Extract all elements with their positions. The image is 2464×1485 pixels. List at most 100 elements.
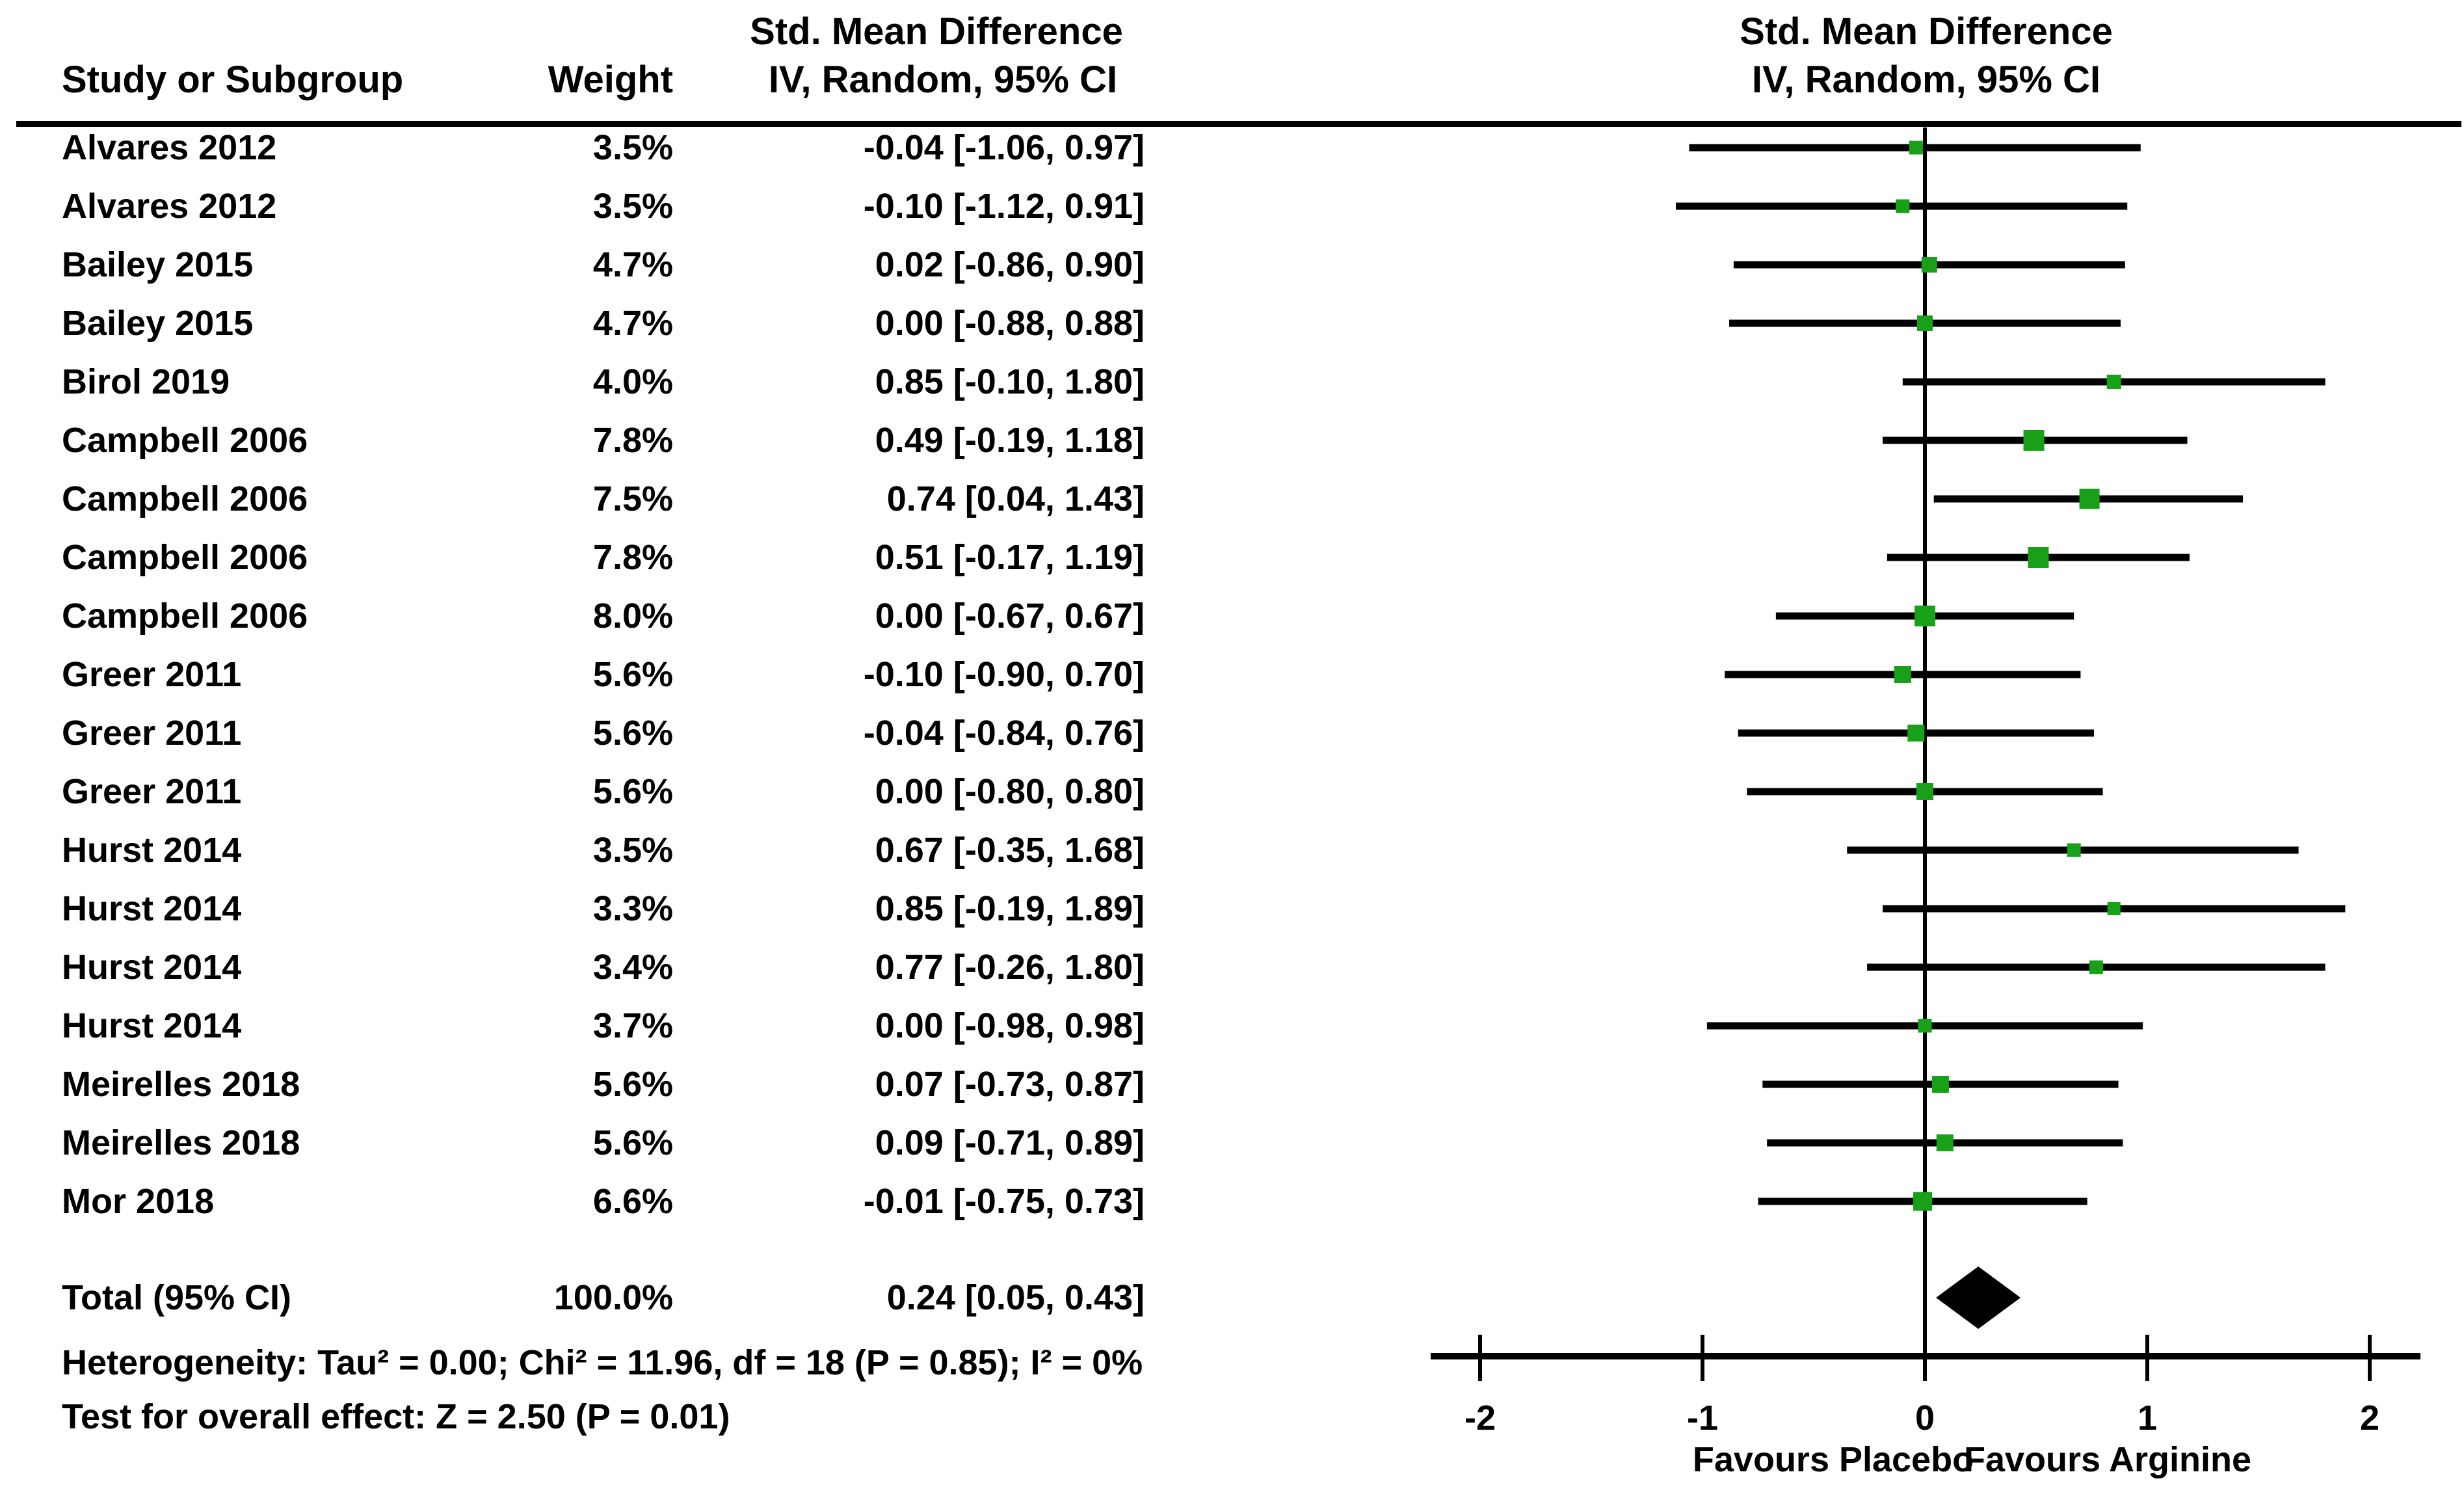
study-weight: 3.7% xyxy=(592,1006,673,1045)
study-row: Alvares 2012 3.5% -0.04 [-1.06, 0.97] xyxy=(0,118,1171,177)
axis-left-label: Favours Placebo xyxy=(1693,1440,1974,1479)
header-divider xyxy=(16,121,2461,127)
effect-column-header-line2: IV, Random, 95% CI xyxy=(768,59,1118,101)
study-weight: 3.4% xyxy=(592,948,673,987)
study-row: Mor 2018 6.6% -0.01 [-0.75, 0.73] xyxy=(0,1172,1171,1231)
study-name: Greer 2011 xyxy=(62,655,242,694)
study-ci: -0.01 [-0.75, 0.73] xyxy=(863,1182,1145,1221)
study-row: Meirelles 2018 5.6% 0.09 [-0.71, 0.89] xyxy=(0,1114,1171,1172)
effect-marker xyxy=(2089,960,2103,974)
study-ci: 0.49 [-0.19, 1.18] xyxy=(875,421,1145,460)
effect-marker xyxy=(1914,606,1935,626)
study-name: Campbell 2006 xyxy=(62,596,308,635)
study-weight: 5.6% xyxy=(592,1123,673,1162)
study-row: Campbell 2006 7.8% 0.49 [-0.19, 1.18] xyxy=(0,411,1171,470)
effect-marker xyxy=(2107,902,2121,915)
study-name: Birol 2019 xyxy=(62,362,230,401)
study-name: Alvares 2012 xyxy=(62,128,277,167)
effect-marker xyxy=(2067,843,2081,857)
study-row: Hurst 2014 3.3% 0.85 [-0.19, 1.89] xyxy=(0,879,1171,938)
effect-marker xyxy=(1918,1019,1932,1033)
study-name: Meirelles 2018 xyxy=(62,1123,300,1162)
study-weight: 5.6% xyxy=(592,772,673,811)
study-weight: 7.5% xyxy=(592,479,673,518)
study-row: Campbell 2006 7.8% 0.51 [-0.17, 1.19] xyxy=(0,528,1171,587)
effect-marker xyxy=(1921,257,1937,273)
effect-marker xyxy=(2079,488,2100,509)
study-weight: 7.8% xyxy=(592,421,673,460)
study-ci: -0.10 [-0.90, 0.70] xyxy=(863,655,1145,694)
effect-marker xyxy=(2023,430,2045,451)
study-ci: 0.09 [-0.71, 0.89] xyxy=(875,1123,1145,1162)
effect-marker xyxy=(1916,783,1933,800)
total-label: Total (95% CI) xyxy=(62,1278,292,1317)
study-weight: 7.8% xyxy=(592,538,673,577)
study-ci: 0.74 [0.04, 1.43] xyxy=(886,479,1145,518)
study-row: Hurst 2014 3.5% 0.67 [-0.35, 1.68] xyxy=(0,821,1171,879)
axis-tick-label: 2 xyxy=(2360,1398,2379,1438)
heterogeneity-note: Heterogeneity: Tau² = 0.00; Chi² = 11.96… xyxy=(62,1343,1143,1382)
study-ci: 0.77 [-0.26, 1.80] xyxy=(875,948,1145,987)
study-row: Birol 2019 4.0% 0.85 [-0.10, 1.80] xyxy=(0,353,1171,411)
weight-column-header: Weight xyxy=(548,59,673,101)
effect-column-header-line1: Std. Mean Difference xyxy=(750,10,1123,53)
plot-column-header-line2: IV, Random, 95% CI xyxy=(1751,59,2101,101)
study-ci: -0.04 [-1.06, 0.97] xyxy=(863,128,1145,167)
study-name: Mor 2018 xyxy=(62,1182,215,1221)
study-row: Hurst 2014 3.4% 0.77 [-0.26, 1.80] xyxy=(0,938,1171,997)
study-weight: 5.6% xyxy=(592,655,673,694)
effect-marker xyxy=(1909,140,1923,155)
effect-marker xyxy=(2028,547,2049,568)
study-ci: 0.85 [-0.19, 1.89] xyxy=(875,889,1145,928)
study-row: Bailey 2015 4.7% 0.02 [-0.86, 0.90] xyxy=(0,235,1171,294)
effect-marker xyxy=(1894,666,1911,683)
study-weight: 3.5% xyxy=(592,831,673,870)
study-row: Bailey 2015 4.7% 0.00 [-0.88, 0.88] xyxy=(0,294,1171,353)
total-ci: 0.24 [0.05, 0.43] xyxy=(886,1278,1145,1317)
study-ci: 0.07 [-0.73, 0.87] xyxy=(875,1065,1145,1104)
study-row: Meirelles 2018 5.6% 0.07 [-0.73, 0.87] xyxy=(0,1055,1171,1114)
effect-marker xyxy=(1917,315,1933,331)
study-weight: 5.6% xyxy=(592,714,673,753)
effect-marker xyxy=(1907,725,1925,742)
study-weight: 4.7% xyxy=(592,304,673,343)
axis-tick-label: -1 xyxy=(1687,1398,1718,1438)
axis-right-label: Favours Arginine xyxy=(1964,1440,2251,1479)
total-weight: 100.0% xyxy=(553,1278,673,1317)
study-name: Hurst 2014 xyxy=(62,1006,242,1045)
study-name: Hurst 2014 xyxy=(62,831,242,870)
study-weight: 4.7% xyxy=(592,245,673,284)
study-name: Hurst 2014 xyxy=(62,948,242,987)
study-row: Campbell 2006 7.5% 0.74 [0.04, 1.43] xyxy=(0,470,1171,528)
study-ci: 0.00 [-0.67, 0.67] xyxy=(875,596,1145,635)
effect-marker xyxy=(1931,1076,1949,1093)
study-weight: 5.6% xyxy=(592,1065,673,1104)
study-ci: 0.51 [-0.17, 1.19] xyxy=(875,538,1145,577)
overall-effect-note: Test for overall effect: Z = 2.50 (P = 0… xyxy=(62,1397,730,1436)
study-name: Meirelles 2018 xyxy=(62,1065,300,1104)
study-name: Campbell 2006 xyxy=(62,479,308,518)
summary-diamond xyxy=(1936,1266,2021,1329)
axis-tick-label: -2 xyxy=(1464,1398,1496,1438)
study-weight: 6.6% xyxy=(592,1182,673,1221)
study-name: Bailey 2015 xyxy=(62,245,254,284)
study-weight: 3.3% xyxy=(592,889,673,928)
study-name: Greer 2011 xyxy=(62,714,242,753)
study-weight: 3.5% xyxy=(592,187,673,226)
effect-marker xyxy=(1896,199,1910,213)
study-ci: 0.02 [-0.86, 0.90] xyxy=(875,245,1145,284)
study-weight: 8.0% xyxy=(592,596,673,635)
study-ci: 0.67 [-0.35, 1.68] xyxy=(875,831,1145,870)
study-ci: 0.00 [-0.88, 0.88] xyxy=(875,304,1145,343)
study-ci: 0.85 [-0.10, 1.80] xyxy=(875,362,1145,401)
plot-column-header-line1: Std. Mean Difference xyxy=(1740,10,2113,53)
axis-tick-label: 0 xyxy=(1915,1398,1935,1438)
study-ci: 0.00 [-0.80, 0.80] xyxy=(875,772,1145,811)
study-name: Hurst 2014 xyxy=(62,889,242,928)
study-ci: -0.10 [-1.12, 0.91] xyxy=(863,187,1145,226)
study-name: Greer 2011 xyxy=(62,772,242,811)
study-name: Campbell 2006 xyxy=(62,538,308,577)
axis-tick-label: 1 xyxy=(2138,1398,2157,1438)
